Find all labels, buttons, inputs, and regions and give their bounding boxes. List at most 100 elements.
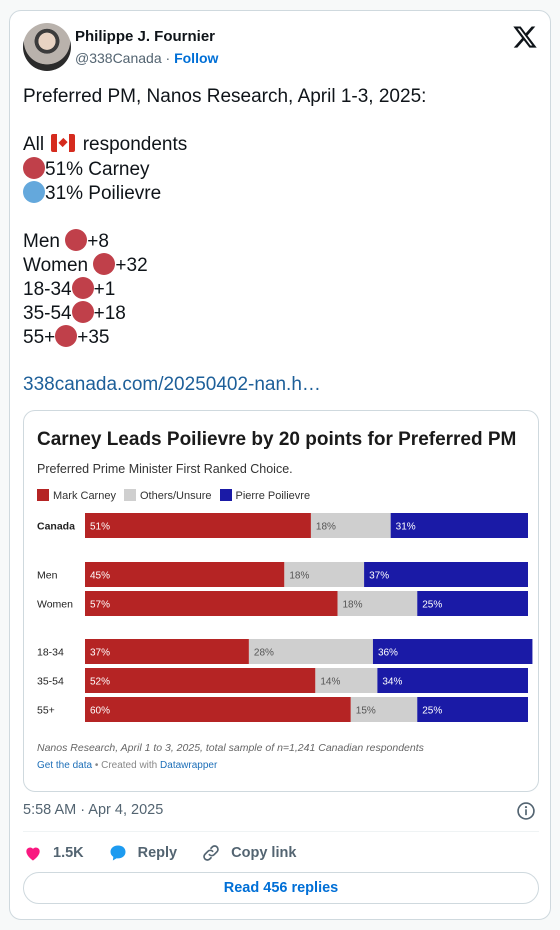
carney-share: 51% Carney [45,159,150,180]
category-label: Canada [37,521,75,533]
author-handle[interactable]: @338Canada [75,50,162,66]
red-circle-icon [93,253,116,275]
carney-share-line: 51% Carney [23,157,533,181]
author-name[interactable]: Philippe J. Fournier [75,28,216,45]
tweet-card: Philippe J. Fournier @338Canada · Follow… [9,10,551,920]
copy-link-button[interactable]: Copy link [201,843,296,863]
bar-value-label: 18% [289,571,309,582]
bar-value-label: 52% [90,677,110,688]
red-circle-icon [55,325,78,347]
category-label: 18-34 [37,647,64,659]
bar-value-label: 45% [90,571,110,582]
divider [23,831,539,832]
all-respondents-line: All respondents [23,133,533,157]
bar-others [337,591,418,616]
bar-poilievre [372,639,533,664]
group-line-18-34: 18-34 +1 [23,277,533,301]
legend-swatch-icon [37,489,49,501]
all-suffix: respondents [82,134,188,155]
bar-poilievre [417,591,528,616]
author-handle-row: @338Canada · Follow [75,50,218,66]
canada-flag-icon [51,134,76,152]
bar-others [248,639,373,664]
bar-carney [85,513,311,538]
bar-carney [85,562,285,587]
bar-value-label: 57% [90,600,110,611]
legend-swatch-icon [219,489,232,501]
bar-others [284,562,365,587]
bar-value-label: 31% [396,522,416,533]
datawrapper-link[interactable]: Datawrapper [160,760,218,771]
bar-poilievre [377,668,528,693]
bar-poilievre [364,562,528,587]
bar-carney [85,591,338,616]
category-label: 55+ [37,705,55,717]
x-logo-icon[interactable] [512,24,538,50]
bar-value-label: 34% [382,677,402,688]
follow-button[interactable]: Follow [174,50,219,66]
category-label: Women [37,599,73,611]
bar-value-label: 18% [316,522,336,533]
bar-value-label: 51% [90,522,110,533]
blue-circle-icon [23,181,45,203]
heart-icon [26,847,40,861]
bar-value-label: 28% [254,648,274,659]
red-circle-icon [71,277,94,299]
bar-others [310,513,391,538]
red-circle-icon [23,157,45,179]
tweet-text: Preferred PM, Nanos Research, April 1-3,… [23,85,533,397]
red-circle-icon [71,301,94,323]
legend-label: Mark Carney [53,490,116,502]
bar-others [315,668,378,693]
bar-others [350,697,418,722]
bar-carney [85,697,351,722]
link-icon [203,845,219,861]
get-data-link[interactable]: Get the data [37,760,93,771]
legend-item-carney: Mark Carney [37,489,116,502]
legend-item-poilievre: Pierre Poilievre [219,489,311,502]
group-line-men: Men +8 [23,229,533,253]
poilievre-share-line: 31% Poilievre [23,181,533,205]
bar-value-label: 60% [90,706,110,717]
bar-poilievre [390,513,528,538]
article-link[interactable]: 338canada.com/20250402-nan.h… [23,374,321,395]
author-avatar[interactable] [23,23,71,71]
group-label: Men [23,231,66,252]
info-icon[interactable] [516,801,536,821]
chart-legend: Mark Carney Others/Unsure Pierre Poiliev… [37,489,310,502]
stacked-bar-chart: Canada 51% 18% 31% Men 45% 18% 37% Women 57% 18% 25… [37,513,533,722]
group-value: +32 [115,255,148,276]
category-label: 35-54 [37,676,64,688]
handle-separator: · [161,50,175,66]
legend-label: Pierre Poilievre [235,490,311,502]
group-line-women: Women +32 [23,253,533,277]
chart-credit: Get the data • Created with Datawrapper [37,760,217,771]
tweet-timestamp[interactable]: 5:58 AM · Apr 4, 2025 [23,802,164,818]
group-label: 55+ [23,327,56,348]
bar-value-label: 25% [422,706,442,717]
bar-value-label: 36% [378,648,398,659]
read-replies-button[interactable]: Read 456 replies [23,872,539,904]
group-line-55-plus: 55+ +35 [23,325,533,349]
reply-label: Reply [137,845,178,861]
legend-swatch-icon [123,489,136,501]
bar-value-label: 25% [422,600,442,611]
group-label: 18-34 [23,279,72,300]
speech-bubble-icon [110,845,126,861]
like-button[interactable]: 1.5K [23,843,84,863]
bar-value-label: 37% [369,571,389,582]
group-value: +18 [93,303,126,324]
chart-image[interactable]: Carney Leads Poilievre by 20 points for … [23,410,539,792]
reply-button[interactable]: Reply [108,843,178,863]
tweet-headline: Preferred PM, Nanos Research, April 1-3,… [23,86,427,107]
bar-value-label: 18% [343,600,363,611]
legend-item-others: Others/Unsure [123,489,212,502]
chart-source: Nanos Research, April 1 to 3, 2025, tota… [37,742,424,754]
bar-value-label: 14% [320,677,340,688]
group-value: +8 [87,231,109,252]
bar-value-label: 15% [356,706,376,717]
group-line-35-54: 35-54 +18 [23,301,533,325]
credit-separator: • Created with [92,760,161,771]
copy-link-label: Copy link [231,845,297,861]
bar-carney [85,668,316,693]
